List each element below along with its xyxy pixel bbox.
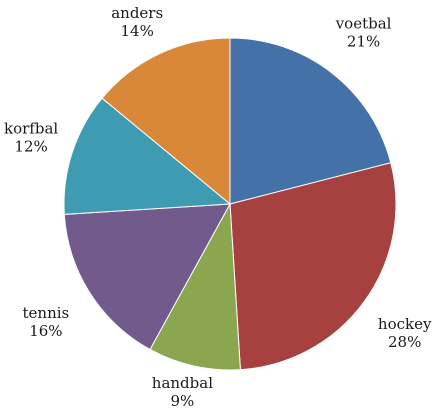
pie-slice-anders	[101, 37, 231, 206]
pie-slice-hockey	[229, 162, 397, 371]
slice-label-handbal: handbal 9%	[152, 374, 213, 410]
slice-name-korfbal: korfbal	[4, 120, 58, 138]
slice-percent-hockey: 28%	[388, 333, 421, 351]
slice-label-voetbal: voetbal 21%	[335, 15, 392, 51]
slice-name-anders: anders	[111, 4, 163, 22]
pie-slice-handbal	[149, 202, 241, 371]
slice-label-anders: anders 14%	[111, 4, 163, 40]
slice-name-hockey: hockey	[378, 315, 432, 333]
slice-percent-voetbal: 21%	[347, 33, 380, 51]
slice-label-korfbal: korfbal 12%	[4, 120, 58, 156]
slice-label-tennis: tennis 16%	[23, 304, 70, 340]
pie-slice-tennis	[63, 203, 231, 351]
slice-name-voetbal: voetbal	[335, 15, 392, 33]
slice-name-handbal: handbal	[152, 374, 213, 392]
slice-label-hockey: hockey 28%	[378, 315, 432, 351]
slice-percent-handbal: 9%	[171, 392, 195, 410]
pie-slice-voetbal	[229, 37, 392, 205]
slice-name-tennis: tennis	[23, 304, 70, 322]
slice-percent-tennis: 16%	[29, 322, 62, 340]
slice-percent-anders: 14%	[121, 22, 154, 40]
pie-slice-korfbal	[63, 97, 232, 215]
slice-percent-korfbal: 12%	[14, 138, 47, 156]
